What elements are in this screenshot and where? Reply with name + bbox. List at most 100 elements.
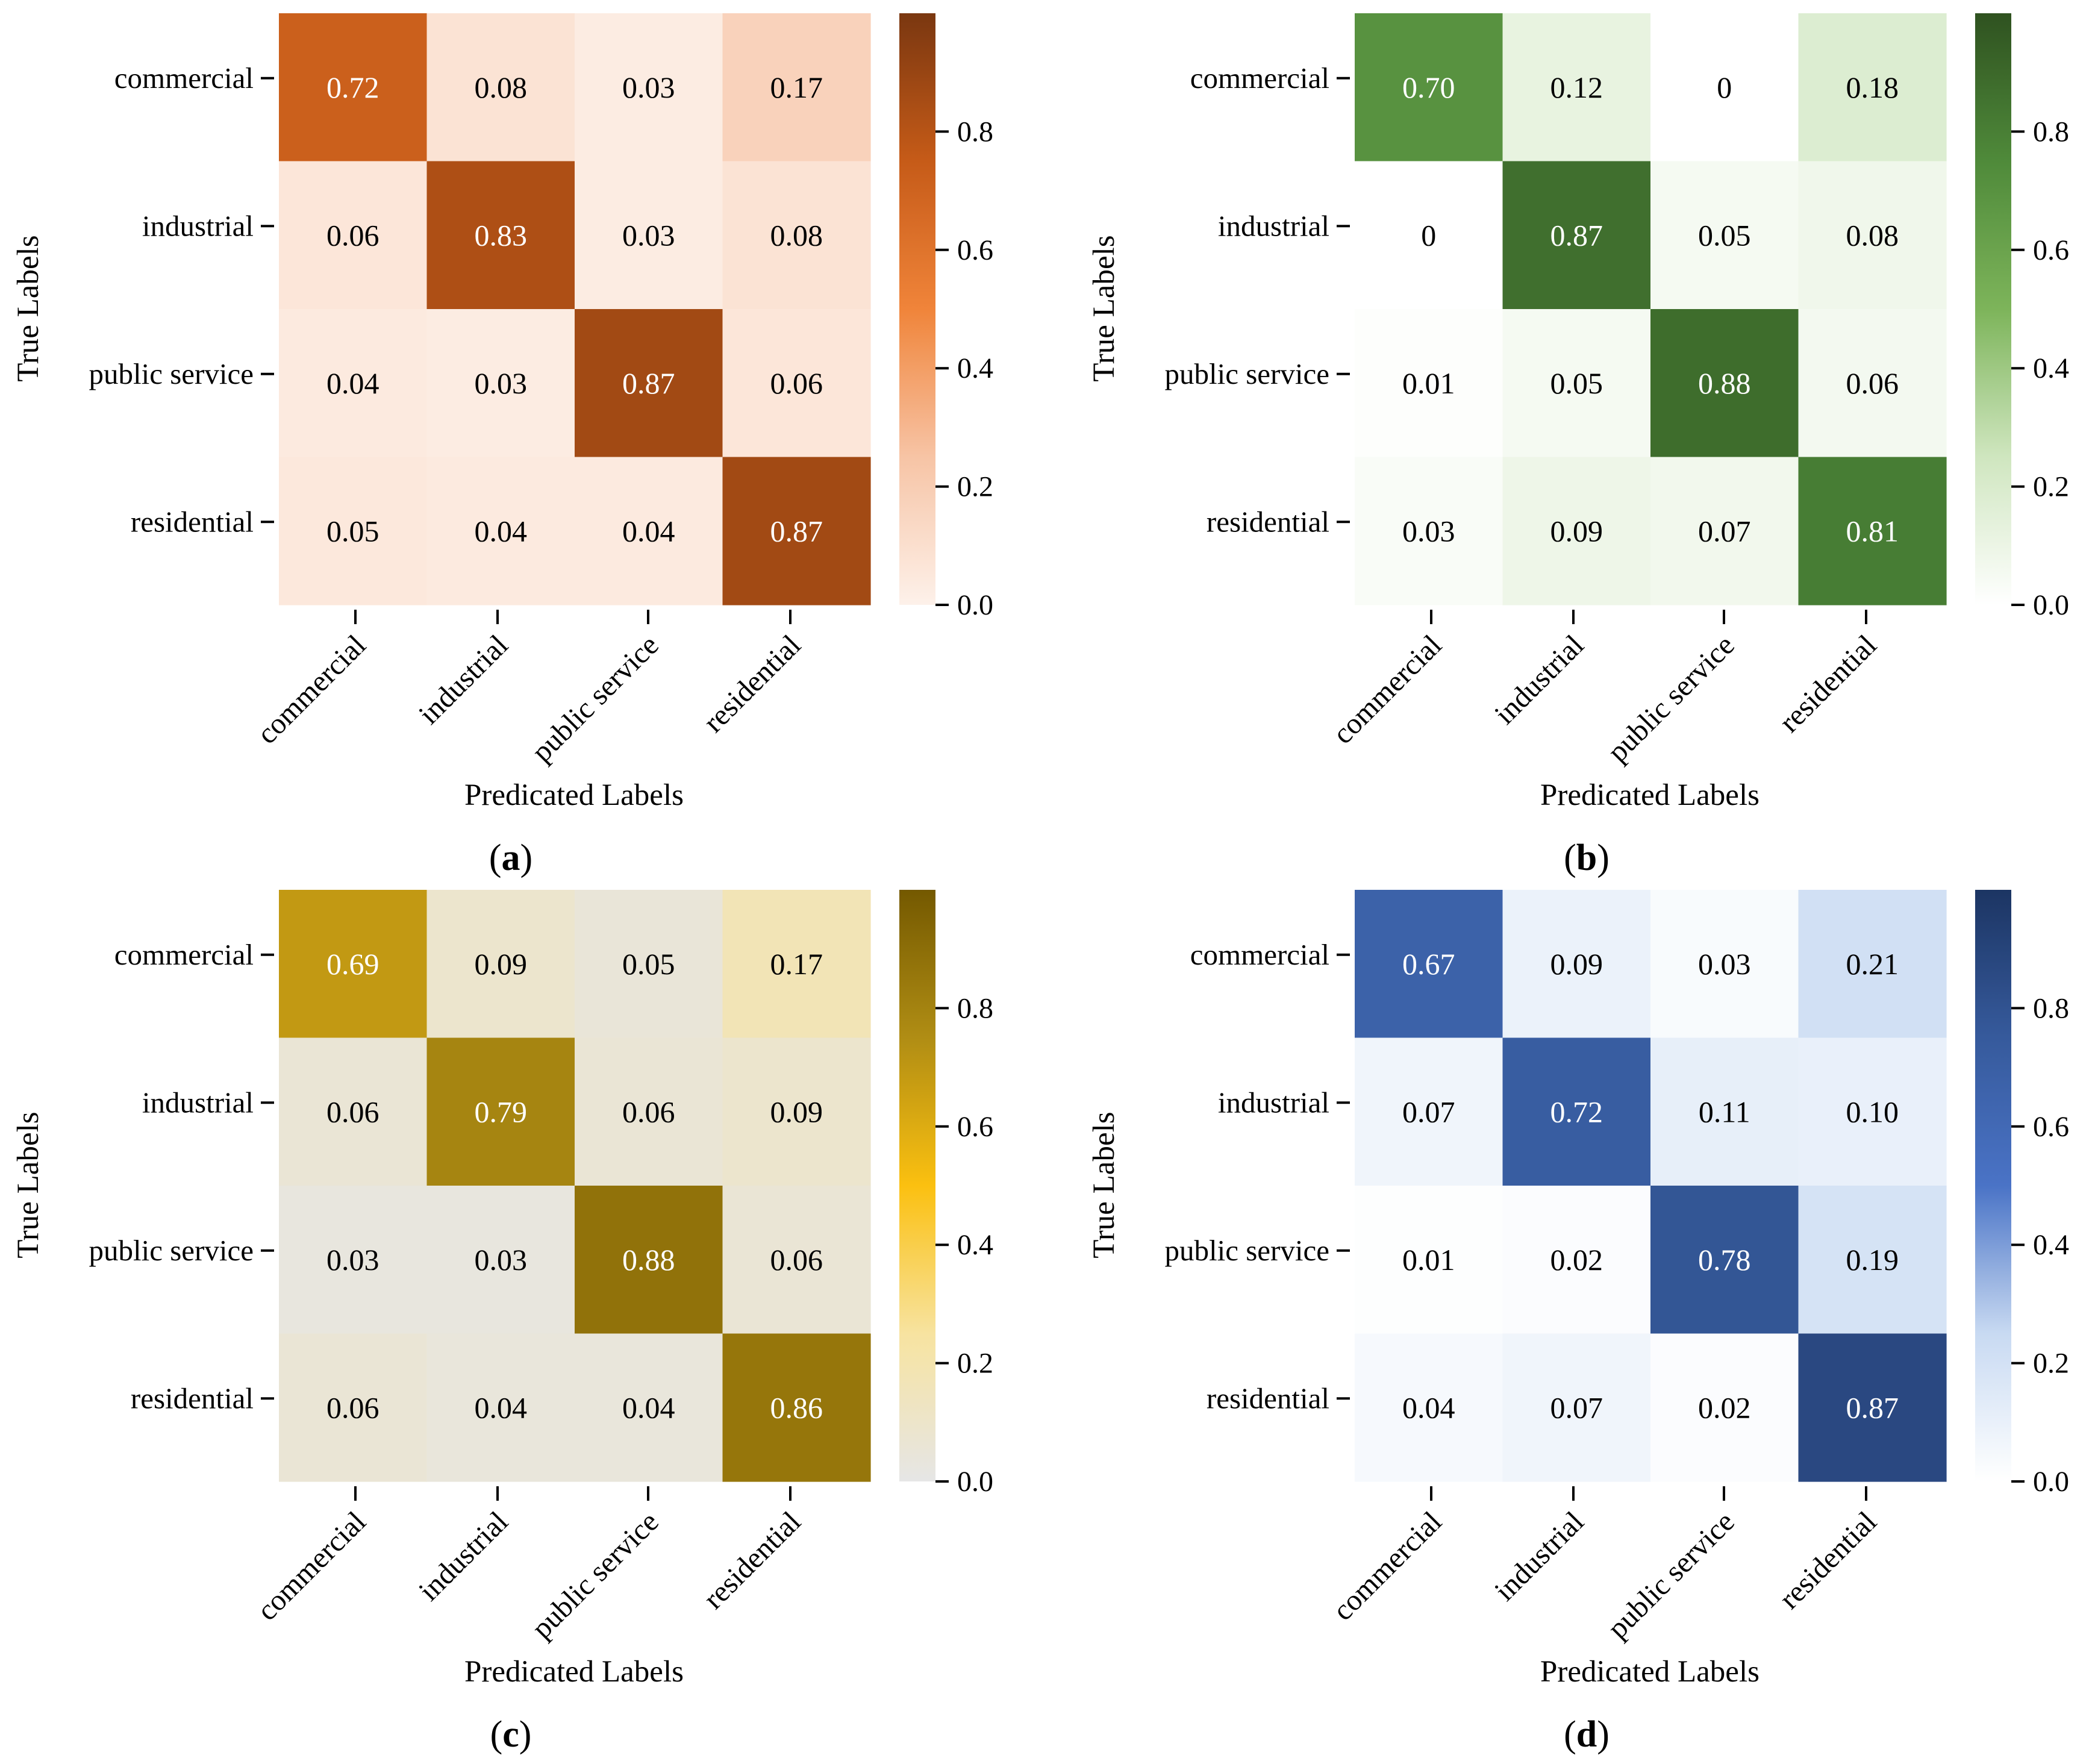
heatmap-cell-a-r3-c2 <box>575 457 723 605</box>
colorbar-d <box>1975 890 2011 1481</box>
heatmap-cell-d-r1-c2 <box>1650 1037 1799 1186</box>
colorbar-tick-label-b-2: 0.4 <box>2033 352 2069 384</box>
colorbar-tick-label-d-4: 0.8 <box>2033 992 2069 1024</box>
y-tick-label-b-0: commercial <box>1190 61 1329 95</box>
cell-value-d-r1-c1: 0.72 <box>1550 1095 1603 1128</box>
x-tick-label-d-1: industrial <box>1488 1505 1590 1607</box>
cell-value-a-r1-c1: 0.83 <box>475 218 528 252</box>
heatmap-cell-c-r0-c1 <box>426 890 575 1039</box>
x-axis-label-b: Predicated Labels <box>1540 778 1759 812</box>
cell-value-b-r0-c0: 0.70 <box>1402 70 1455 104</box>
cell-value-d-r0-c0: 0.67 <box>1402 947 1455 981</box>
y-tick-label-c-3: residential <box>131 1381 254 1415</box>
heatmap-cell-b-r0-c2 <box>1650 13 1799 162</box>
y-tick-label-b-1: industrial <box>1218 209 1329 242</box>
cell-value-a-r3-c3: 0.87 <box>770 514 823 548</box>
colorbar-tick-label-b-4: 0.8 <box>2033 116 2069 148</box>
cell-value-d-r3-c3: 0.87 <box>1846 1390 1899 1424</box>
x-tick-label-a-2: public service <box>525 628 665 768</box>
heatmap-cell-b-r2-c2 <box>1650 309 1799 458</box>
cell-value-d-r2-c1: 0.02 <box>1550 1243 1603 1277</box>
heatmap-cell-b-r3-c1 <box>1502 457 1651 605</box>
y-axis-label-c: True Labels <box>11 1112 45 1258</box>
panel-label-c: (c) <box>490 1714 532 1755</box>
panel-label-close-c: ) <box>519 1714 532 1755</box>
heatmap-cell-b-r1-c1 <box>1502 161 1651 310</box>
cell-value-c-r1-c1: 0.79 <box>475 1095 528 1128</box>
x-tick-label-d-3: residential <box>1773 1505 1883 1615</box>
cell-value-c-r1-c3: 0.09 <box>770 1095 823 1128</box>
colorbar-tick-label-a-4: 0.8 <box>957 116 993 148</box>
panel-label-letter-d: d <box>1576 1714 1597 1755</box>
cell-value-d-r0-c1: 0.09 <box>1550 947 1603 981</box>
heatmap-cell-d-r2-c2 <box>1650 1186 1799 1334</box>
x-axis-label-c: Predicated Labels <box>464 1655 684 1689</box>
cell-value-b-r1-c2: 0.05 <box>1698 218 1751 252</box>
cell-value-c-r2-c0: 0.03 <box>326 1243 379 1277</box>
cell-value-c-r0-c1: 0.09 <box>475 947 528 981</box>
heatmap-cell-d-r0-c2 <box>1650 890 1799 1039</box>
cell-value-a-r2-c3: 0.06 <box>770 366 823 400</box>
x-tick-label-a-3: residential <box>697 628 807 739</box>
y-tick-label-a-2: public service <box>89 357 254 390</box>
colorbar-tick-label-d-1: 0.2 <box>2033 1348 2069 1380</box>
colorbar-c <box>899 890 935 1481</box>
colorbar-tick-label-c-2: 0.4 <box>957 1229 993 1261</box>
colorbar-tick-label-a-0: 0.0 <box>957 589 993 621</box>
colorbar-tick-label-a-2: 0.4 <box>957 352 993 384</box>
panel-label-letter-b: b <box>1576 837 1597 878</box>
heatmap-cell-a-r0-c2 <box>575 13 723 162</box>
heatmap-cell-a-r1-c3 <box>722 161 871 310</box>
heatmap-cell-a-r2-c3 <box>722 309 871 458</box>
cell-value-d-r1-c3: 0.10 <box>1846 1095 1899 1128</box>
heatmap-cell-c-r2-c3 <box>722 1186 871 1334</box>
cell-value-a-r3-c1: 0.04 <box>475 514 528 548</box>
colorbar-tick-label-b-0: 0.0 <box>2033 589 2069 621</box>
panel-label-close-d: ) <box>1597 1714 1610 1755</box>
cell-value-a-r2-c2: 0.87 <box>622 366 675 400</box>
heatmap-cell-a-r3-c0 <box>279 457 428 605</box>
cell-value-d-r0-c3: 0.21 <box>1846 947 1899 981</box>
heatmap-cell-d-r1-c3 <box>1798 1037 1947 1186</box>
x-tick-label-d-0: commercial <box>1326 1505 1447 1627</box>
heatmap-cell-c-r1-c1 <box>426 1037 575 1186</box>
x-tick-label-b-2: public service <box>1601 628 1741 768</box>
heatmap-cell-b-r0-c3 <box>1798 13 1947 162</box>
y-axis-label-d: True Labels <box>1087 1112 1121 1258</box>
heatmap-cell-b-r0-c1 <box>1502 13 1651 162</box>
heatmap-cell-d-r3-c0 <box>1355 1333 1503 1482</box>
x-tick-label-c-2: public service <box>525 1505 665 1645</box>
panel-label-open-d: ( <box>1564 1714 1576 1755</box>
heatmap-cell-c-r3-c0 <box>279 1333 428 1482</box>
heatmap-cell-c-r3-c2 <box>575 1333 723 1482</box>
panel-label-d: (d) <box>1564 1714 1610 1755</box>
cell-value-b-r1-c0: 0 <box>1421 218 1436 252</box>
cell-value-a-r2-c1: 0.03 <box>475 366 528 400</box>
heatmap-cell-d-r2-c3 <box>1798 1186 1947 1334</box>
x-tick-label-c-3: residential <box>697 1505 807 1615</box>
y-tick-label-c-1: industrial <box>142 1086 254 1119</box>
cell-value-a-r0-c2: 0.03 <box>622 70 675 104</box>
cell-value-b-r3-c1: 0.09 <box>1550 514 1603 548</box>
heatmap-panel-a: 0.72 0.08 0.03 0.17 0.06 0.83 0.03 0.08 0.04 0.03… <box>11 13 993 878</box>
cell-value-b-r0-c3: 0.18 <box>1846 70 1899 104</box>
cell-value-c-r2-c3: 0.06 <box>770 1243 823 1277</box>
x-tick-label-c-1: industrial <box>412 1505 514 1607</box>
heatmap-cell-a-r2-c1 <box>426 309 575 458</box>
heatmap-cell-c-r1-c3 <box>722 1037 871 1186</box>
heatmap-cell-d-r2-c0 <box>1355 1186 1503 1334</box>
panel-label-a: (a) <box>489 837 532 878</box>
heatmap-cell-d-r1-c0 <box>1355 1037 1503 1186</box>
heatmap-cell-b-r2-c3 <box>1798 309 1947 458</box>
panel-label-letter-a: a <box>502 837 520 878</box>
heatmap-cell-a-r2-c2 <box>575 309 723 458</box>
cell-value-b-r3-c2: 0.07 <box>1698 514 1751 548</box>
heatmap-cell-d-r3-c3 <box>1798 1333 1947 1482</box>
colorbar-tick-label-c-4: 0.8 <box>957 992 993 1024</box>
colorbar-tick-label-a-1: 0.2 <box>957 471 993 503</box>
colorbar-a <box>899 13 935 605</box>
cell-value-d-r2-c3: 0.19 <box>1846 1243 1899 1277</box>
y-tick-label-c-0: commercial <box>114 938 254 971</box>
x-axis-label-d: Predicated Labels <box>1540 1655 1759 1689</box>
cell-value-c-r0-c0: 0.69 <box>326 947 379 981</box>
